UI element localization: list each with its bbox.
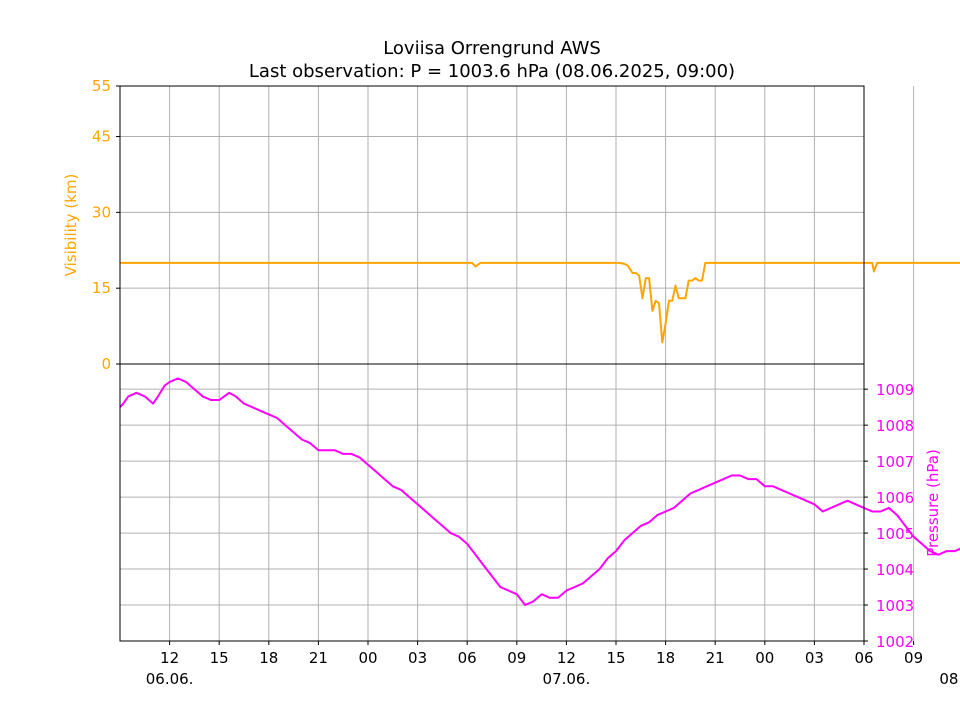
- x-tick-label: 12: [557, 649, 576, 667]
- pressure-tick-label: 1005: [876, 525, 914, 543]
- visibility-tick-label: 15: [92, 279, 111, 297]
- visibility-tick-label: 30: [92, 203, 111, 221]
- visibility-tick-label: 55: [92, 77, 111, 95]
- date-label: 06.06.: [146, 670, 194, 688]
- pressure-tick-label: 1007: [876, 453, 914, 471]
- x-tick-label: 18: [656, 649, 675, 667]
- pressure-tick-label: 1002: [876, 633, 914, 651]
- x-tick-label: 21: [309, 649, 328, 667]
- pressure-tick-label: 1008: [876, 417, 914, 435]
- visibility-series-line: [120, 261, 960, 344]
- x-tick-label: 03: [408, 649, 427, 667]
- visibility-tick-label: 0: [101, 355, 111, 373]
- pressure-tick-label: 1004: [876, 561, 914, 579]
- visibility-plot-frame: [119, 85, 865, 365]
- x-tick-label: 12: [160, 649, 179, 667]
- pressure-axis-label: Pressure (hPa): [924, 449, 942, 557]
- chart-title: Loviisa Orrengrund AWS: [383, 38, 601, 59]
- x-tick-label: 00: [755, 649, 774, 667]
- date-label: 08.06.: [939, 670, 960, 688]
- pressure-series-line: [119, 377, 960, 606]
- x-tick-label: 09: [507, 649, 526, 667]
- x-tick-label: 15: [210, 649, 229, 667]
- x-tick-label: 06: [458, 649, 477, 667]
- x-tick-label: 00: [358, 649, 377, 667]
- x-tick-label: 06: [854, 649, 873, 667]
- pressure-plot-frame: [119, 363, 865, 642]
- visibility-panel: 0 15 30 45 55: [92, 77, 960, 373]
- date-label: 07.06.: [543, 670, 591, 688]
- x-tick-label: 15: [606, 649, 625, 667]
- pressure-tick-label: 1006: [876, 489, 914, 507]
- visibility-tick-label: 45: [92, 128, 111, 146]
- x-tick-label: 21: [706, 649, 725, 667]
- pressure-tick-label: 1009: [876, 381, 914, 399]
- x-tick-label: 09: [904, 649, 923, 667]
- pressure-panel: 1002 1003 1004 1005 1006 1007 1008 1009 12 15 18 21…: [119, 363, 960, 688]
- x-tick-label: 03: [805, 649, 824, 667]
- chart-subtitle: Last observation: P = 1003.6 hPa (08.06.…: [249, 61, 735, 82]
- visibility-axis-label: Visibility (km): [62, 174, 80, 277]
- x-tick-label: 18: [259, 649, 278, 667]
- pressure-tick-label: 1003: [876, 597, 914, 615]
